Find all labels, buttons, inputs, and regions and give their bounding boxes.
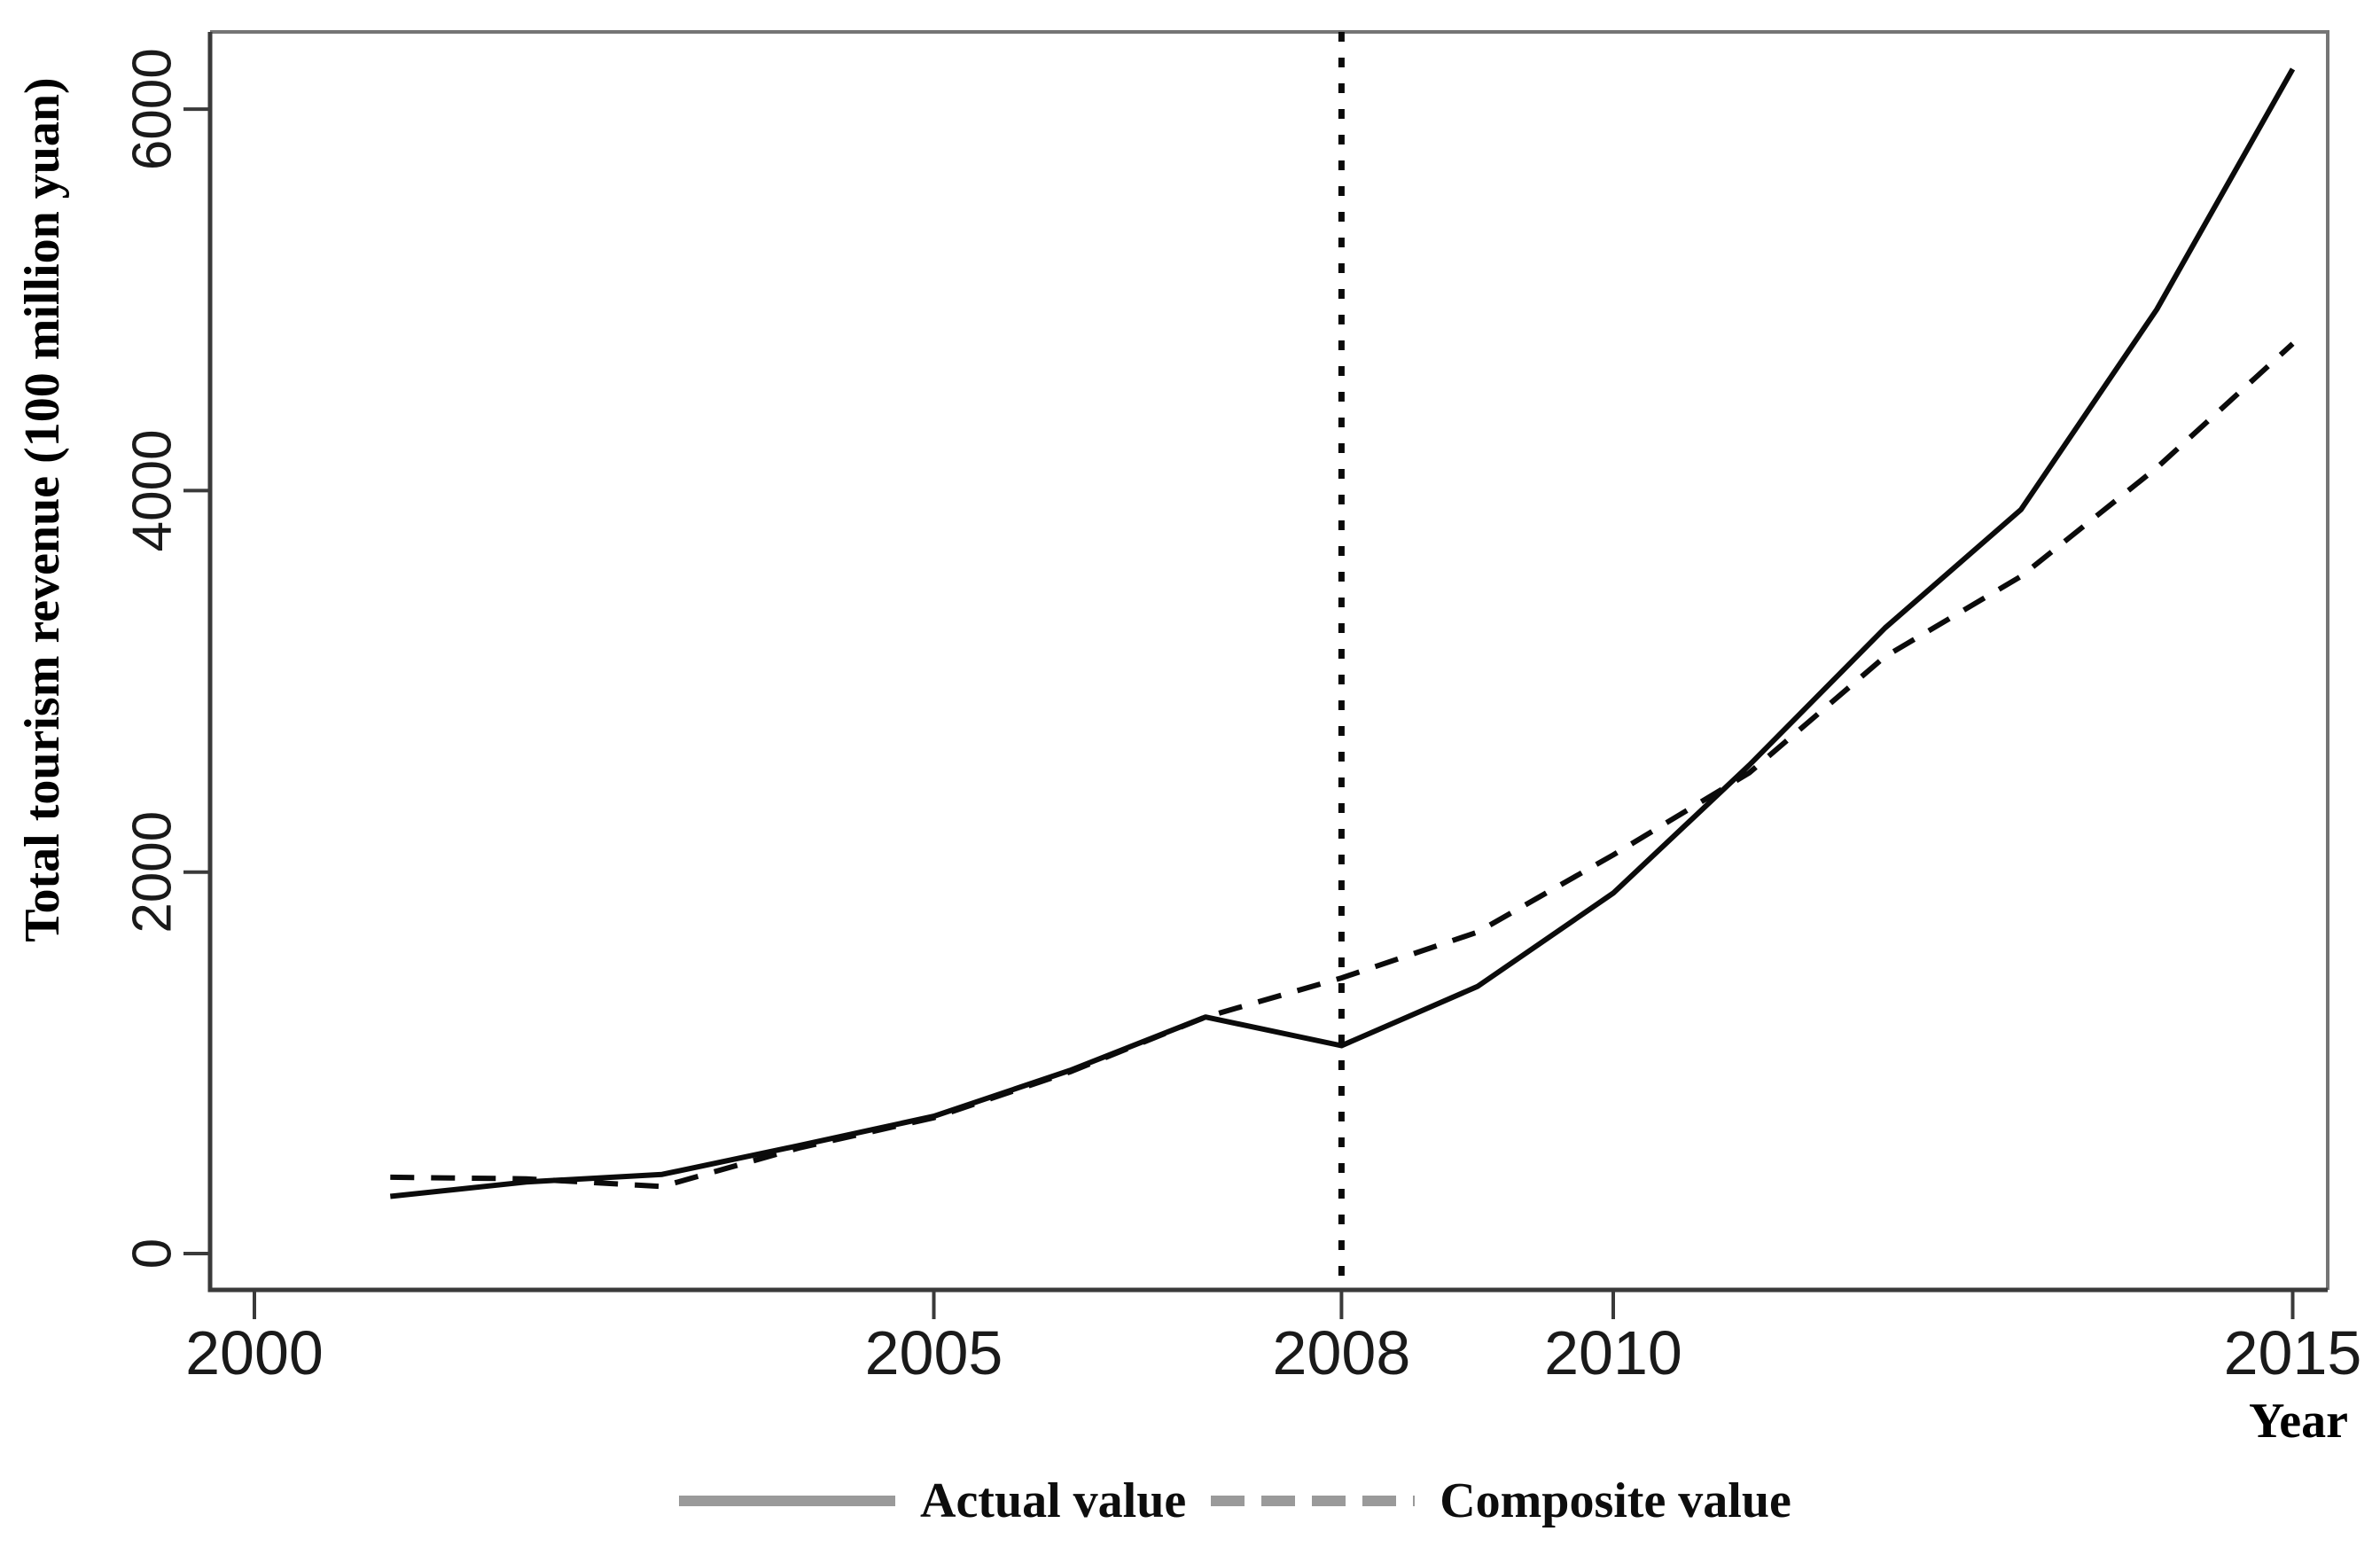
- composite-value-line: [390, 341, 2295, 1190]
- x-tick-label: 2000: [185, 1318, 324, 1387]
- legend-label-composite: Composite value: [1440, 1473, 1791, 1528]
- x-tick-label: 2015: [2224, 1318, 2362, 1387]
- y-tick-label: 0: [122, 1238, 183, 1269]
- x-tick-label: 2008: [1273, 1318, 1411, 1387]
- y-tick-label: 2000: [122, 811, 183, 934]
- x-tick-label: 2010: [1544, 1318, 1682, 1387]
- y-axis-title: Total tourism revenue (100 million yuan): [15, 77, 70, 942]
- composite-line-swatch: [1211, 1496, 1416, 1506]
- x-axis-title: Year: [2249, 1394, 2348, 1449]
- y-tick-label: 6000: [122, 48, 183, 170]
- plot-border: [210, 30, 2329, 1290]
- legend: Actual value Composite value: [679, 1473, 1791, 1529]
- y-tick-label: 4000: [122, 429, 183, 551]
- legend-label-actual: Actual value: [920, 1473, 1187, 1528]
- plot-area: 0 2000 4000 6000 2000 2005 2008 2010 2015: [122, 30, 2362, 1387]
- axis-lines: [207, 32, 2328, 1293]
- actual-value-line: [389, 67, 2296, 1199]
- actual-line-swatch: [679, 1496, 895, 1506]
- x-tick-label: 2005: [865, 1318, 1003, 1387]
